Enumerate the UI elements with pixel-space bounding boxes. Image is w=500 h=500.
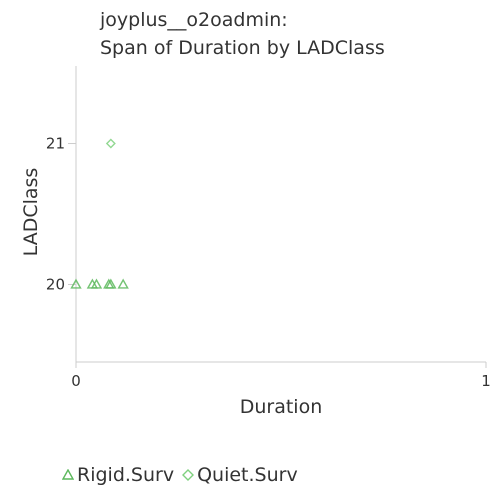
legend-item-quiet-surv: Quiet.Surv (182, 464, 298, 486)
triangle-point (90, 278, 103, 289)
triangle-marker-icon (62, 469, 74, 480)
legend-label-rigid-surv: Rigid.Surv (77, 464, 175, 486)
legend: Rigid.Surv Quiet.Surv (62, 464, 298, 486)
triangle-point (70, 278, 82, 289)
triangle-point (105, 278, 117, 289)
diamond-point (105, 138, 116, 149)
legend-item-rigid-surv: Rigid.Surv (62, 464, 174, 486)
data-points (70, 138, 129, 289)
y-tick-label: 21 (46, 135, 65, 153)
chart-title-line1: joyplus__o2oadmin: (100, 9, 288, 31)
x-tick-label: 0 (71, 372, 81, 390)
scatter-plot: 0 1 20 21 Duration LADClass (20, 66, 491, 418)
legend-label-quiet-surv: Quiet.Surv (197, 464, 298, 486)
triangle-point (117, 278, 129, 289)
axes (75, 66, 486, 363)
chart-title-line2: Span of Duration by LADClass (100, 37, 385, 59)
y-axis-label: LADClass (20, 168, 42, 257)
y-tick-label: 20 (46, 275, 65, 293)
x-tick-label: 1 (481, 372, 491, 390)
x-axis-label: Duration (240, 396, 323, 418)
diamond-marker-icon (182, 469, 195, 481)
chart-title: joyplus__o2oadmin: Span of Duration by L… (100, 6, 385, 62)
tick-labels: 0 1 20 21 (46, 135, 491, 390)
